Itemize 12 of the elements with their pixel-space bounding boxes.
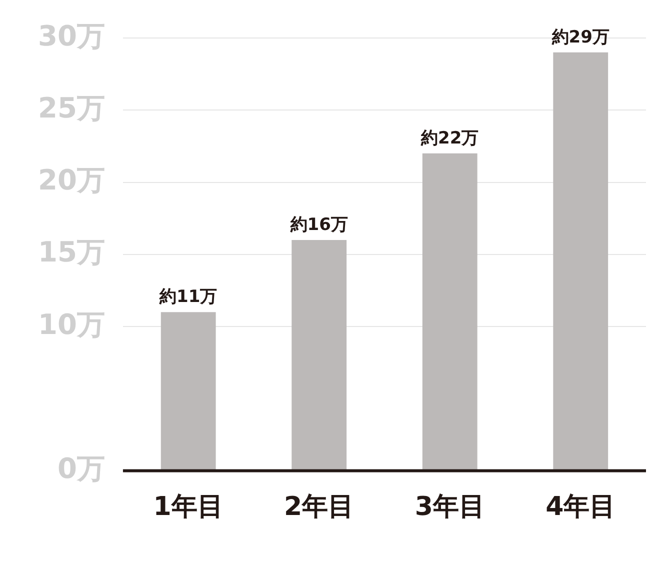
- x-tick-label: 4年目: [546, 492, 616, 522]
- bar: [553, 52, 608, 470]
- data-label: 約11万: [158, 287, 218, 308]
- bar: [422, 153, 478, 470]
- bar: [292, 240, 347, 470]
- x-tick-label: 3年目: [414, 492, 485, 522]
- bar: [160, 312, 216, 470]
- data-label: 約22万: [420, 128, 479, 148]
- data-label: 約29万: [550, 27, 610, 48]
- x-tick-label: 1年目: [153, 492, 224, 522]
- data-label: 約16万: [289, 214, 348, 235]
- x-tick-label: 2年目: [284, 492, 354, 522]
